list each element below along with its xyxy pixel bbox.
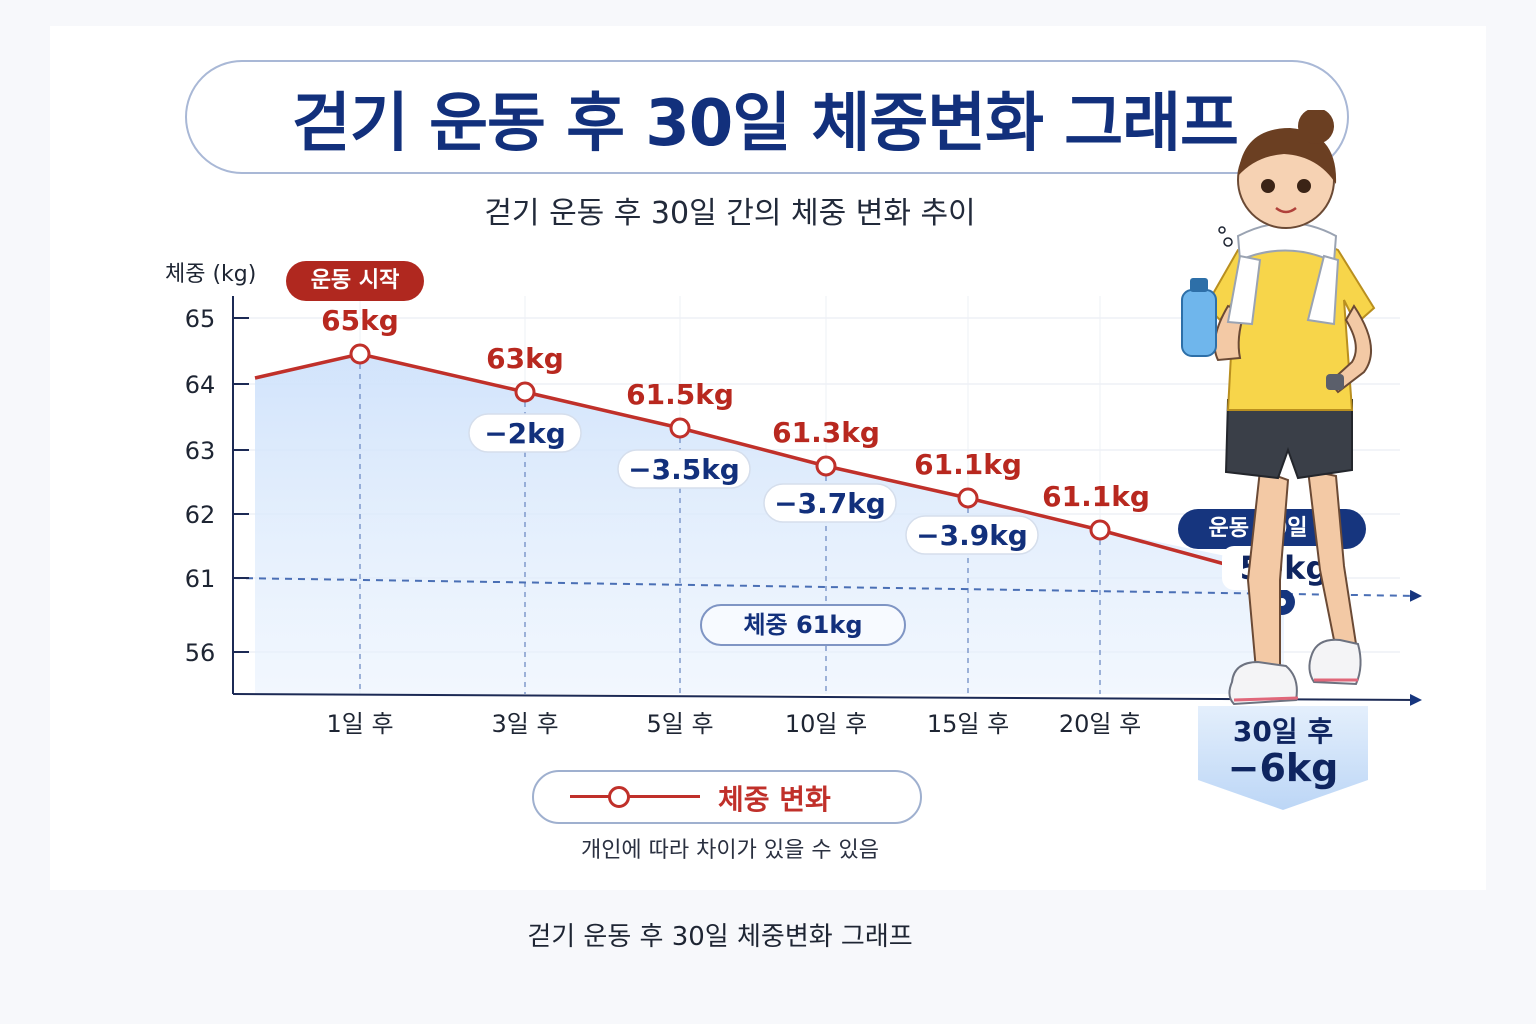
data-point [1089,519,1111,541]
x-tick-label: 10일 후 [785,710,867,738]
y-tick-label: 61 [185,565,216,593]
x-tick-label: 1일 후 [326,710,393,738]
x-tick-label: 15일 후 [927,710,1009,738]
change-pill [617,449,751,489]
value-label: 63kg [486,342,564,375]
y-tick-label: 64 [185,371,216,399]
chart-title: 걷기 운동 후 30일 체중변화 그래프 [292,87,1239,161]
x-tick-label: 20일 후 [1059,710,1141,738]
title-frame [185,60,1349,174]
value-label: 61.3kg [772,416,880,449]
value-label: 61.5kg [626,378,734,411]
reference-line [232,577,1422,602]
breath-bubble-icon [1223,237,1233,247]
data-point [669,417,691,439]
y-tick-label: 63 [185,437,216,465]
value-label: 65kg [321,304,399,337]
x-axis [232,693,1422,706]
walking-woman-illustration [1181,110,1376,706]
data-point [957,487,979,509]
final-change-label: −6kg [1227,746,1339,790]
y-tick-label: 65 [185,305,216,333]
watch-icon [1326,374,1344,390]
change-label: −2kg [484,417,566,450]
legend-marker-icon [608,786,630,808]
reference-label: 체중 61kg [700,604,906,646]
footnote: 개인에 따라 차이가 있을 수 있음 [580,838,880,863]
value-label: 61.1kg [1042,480,1150,513]
x-tick-label: 3일 후 [491,710,558,738]
data-point [349,343,371,365]
change-pill [468,413,582,453]
start-badge: 운동 시작 [286,261,424,301]
change-pill [763,483,897,523]
y-axis-label: 체중 (kg) [165,262,257,287]
change-pill [905,515,1039,555]
change-label: −3.9kg [916,519,1028,552]
legend-label: 체중 변화 [718,783,831,816]
breath-bubble-icon [1218,226,1226,234]
series-line [254,352,1233,568]
towel-icon [1226,222,1340,326]
image-caption: 걷기 운동 후 30일 체중변화 그래프 [527,922,913,952]
final-day-label: 30일 후 [1232,715,1334,748]
final-arrow-shape [1198,706,1368,810]
y-tick-label: 62 [185,501,216,529]
value-label: 61.1kg [914,448,1022,481]
x-tick-label: 5일 후 [646,710,713,738]
legend [532,770,922,824]
change-label: −3.5kg [628,453,740,486]
data-point [815,455,837,477]
hair-bun-icon [1298,110,1334,144]
legend-line-swatch [570,795,700,798]
water-bottle-icon [1181,278,1217,357]
change-label: −3.7kg [774,487,886,520]
chart-subtitle: 걷기 운동 후 30일 간의 체중 변화 추이 [484,196,976,231]
y-tick-label: 56 [185,639,216,667]
data-point [514,381,536,403]
